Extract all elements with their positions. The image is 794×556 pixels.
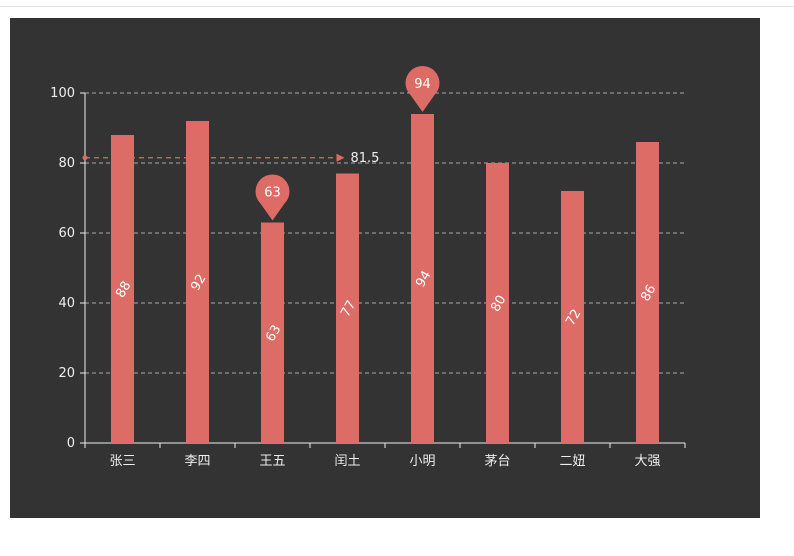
- y-tick-label: 0: [67, 436, 75, 451]
- x-tick-label: 小明: [409, 454, 435, 469]
- chart-panel: 0 20 40 60 80 100 张三 李四 王五 闰土 小明 茅台 二妞 大强 88 92 63 77 94 8…: [10, 18, 760, 518]
- x-tick-label: 茅台: [484, 454, 510, 469]
- bar-value-label: 94: [413, 268, 434, 290]
- bar: [261, 222, 284, 443]
- page-top-divider: [0, 6, 794, 7]
- bar-value-label: 92: [188, 272, 209, 294]
- y-tick-label: 20: [58, 366, 75, 381]
- x-tick-label: 张三: [109, 454, 135, 469]
- bars: 88 92 63 77 94 80 72 86: [111, 114, 659, 443]
- average-mark-line: 81.5: [82, 151, 380, 166]
- mark-line-start-dot: [82, 155, 88, 161]
- grid-lines: [85, 92, 685, 374]
- x-tick-label: 王五: [259, 454, 285, 469]
- bar: [411, 114, 434, 443]
- mark-point-pin: [405, 65, 440, 112]
- y-tick-label: 100: [50, 86, 75, 101]
- mark-points: 94 63: [255, 65, 440, 221]
- axes: 0 20 40 60 80 100 张三 李四 王五 闰土 小明 茅台 二妞 大强: [50, 86, 686, 469]
- y-tick-label: 60: [58, 226, 75, 241]
- x-tick-label: 大强: [634, 454, 660, 469]
- mark-point-label: 63: [264, 186, 281, 201]
- bar-value-label: 80: [488, 293, 509, 315]
- bar: [636, 142, 659, 443]
- bar-value-label: 72: [563, 307, 584, 329]
- x-tick-label: 闰土: [334, 454, 360, 469]
- y-tick-label: 40: [58, 296, 75, 311]
- bar-value-label: 77: [338, 298, 359, 320]
- mark-line-arrow: [336, 153, 345, 162]
- bar-value-label: 63: [263, 323, 284, 345]
- bar: [336, 173, 359, 443]
- bar: [486, 163, 509, 443]
- y-tick-label: 80: [58, 156, 75, 171]
- bar: [186, 121, 209, 443]
- x-tick-label: 李四: [184, 454, 210, 469]
- mark-point-label: 94: [414, 77, 431, 92]
- bar: [111, 135, 134, 443]
- bar-value-label: 88: [113, 279, 134, 301]
- bar-value-label: 86: [638, 282, 659, 304]
- mark-line-label: 81.5: [351, 151, 380, 166]
- x-tick-label: 二妞: [559, 454, 585, 469]
- bar: [561, 191, 584, 443]
- mark-point-pin: [255, 174, 290, 221]
